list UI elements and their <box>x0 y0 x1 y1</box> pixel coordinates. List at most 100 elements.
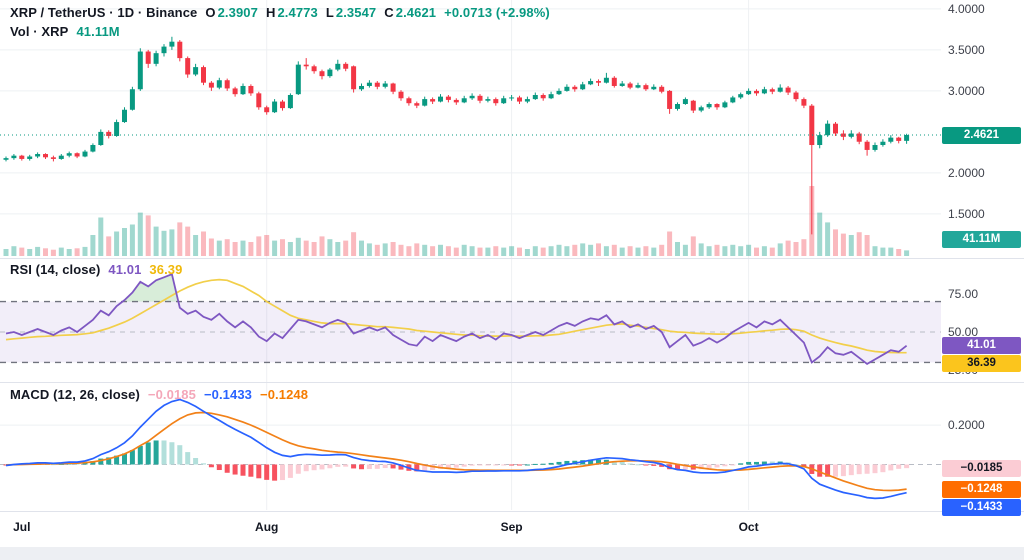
high-value: H 2.4773 <box>265 5 318 20</box>
volume-bar <box>675 242 680 256</box>
volume-bar <box>643 246 649 256</box>
volume-bar <box>445 246 451 256</box>
candle-body <box>785 87 791 93</box>
candle-body <box>730 97 736 103</box>
candle-body <box>517 97 522 102</box>
volume-bar <box>319 236 325 256</box>
volume-bar <box>19 247 25 256</box>
volume-bar <box>833 229 838 256</box>
macd-histogram-bar <box>98 458 104 465</box>
volume-bar <box>327 239 333 256</box>
macd-histogram-bar <box>153 440 159 465</box>
macd-histogram-bar <box>50 464 56 466</box>
macd-histogram-bar <box>596 459 601 465</box>
macd-histogram-bar <box>445 464 451 469</box>
macd-histogram-bar <box>145 442 151 465</box>
candle-body <box>153 53 159 64</box>
open-value: O 2.3907 <box>205 5 258 20</box>
price-axis-label: 2.0000 <box>948 165 985 180</box>
candle-body <box>280 101 285 109</box>
candle-body <box>343 63 349 69</box>
macd-histogram-bar <box>453 464 459 468</box>
time-scale[interactable]: Jul Aug Sep Oct <box>0 511 1024 547</box>
macd-histogram-bar <box>374 464 380 469</box>
volume-legend[interactable]: Vol · XRP 41.11M <box>10 24 120 39</box>
candle-body <box>201 67 206 83</box>
candle-body <box>351 66 357 90</box>
macd-histogram-bar <box>169 442 175 465</box>
candle-body <box>769 89 775 92</box>
time-axis-label-sep: Sep <box>500 520 523 534</box>
volume-bar <box>50 249 56 256</box>
volume-bar <box>35 246 41 256</box>
candle-body <box>564 86 570 91</box>
volume-bar <box>201 231 206 256</box>
low-value: L 2.3547 <box>325 5 377 20</box>
macd-histogram-bar <box>208 464 214 468</box>
volume-bar <box>295 237 301 256</box>
candle-body <box>50 157 56 159</box>
candle-body <box>390 83 396 92</box>
macd-histogram-bar <box>540 463 546 465</box>
volume-bar <box>335 242 341 256</box>
macd-histogram-bar <box>177 445 183 465</box>
macd-histogram-bar <box>201 463 206 465</box>
volume-bar <box>722 246 728 256</box>
volume-bar <box>145 215 151 256</box>
candle-body <box>904 135 910 141</box>
candle-body <box>477 95 483 101</box>
volume-bar <box>430 246 436 256</box>
macd-histogram-bar <box>82 462 88 465</box>
candle-body <box>833 123 838 134</box>
volume-bar <box>98 217 104 256</box>
candle-body <box>129 89 135 110</box>
candle-body <box>493 99 499 104</box>
volume-bar <box>114 231 120 256</box>
volume-bar <box>540 247 546 256</box>
volume-bar <box>864 235 870 256</box>
macd-histogram-bar <box>888 464 894 471</box>
volume-bar <box>667 231 673 256</box>
candle-body <box>651 86 657 90</box>
macd-histogram-bar <box>382 464 388 469</box>
volume-badge: 41.11M <box>942 231 1021 248</box>
macd-axis-label: 0.2000 <box>948 418 985 433</box>
macd-histogram-bar <box>651 464 657 466</box>
candle-body <box>295 64 301 95</box>
candle-body <box>90 145 96 152</box>
rsi-overbought-fill <box>122 274 179 302</box>
candle-body <box>588 81 594 85</box>
volume-bar <box>224 239 230 256</box>
candle-body <box>611 77 617 86</box>
candle-body <box>169 41 175 47</box>
candle-body <box>667 90 673 109</box>
volume-bar <box>659 244 665 256</box>
macd-legend[interactable]: MACD (12, 26, close) −0.0185 −0.1433 −0.… <box>10 387 308 402</box>
volume-bar <box>287 242 293 256</box>
candle-body <box>11 155 17 159</box>
candle-body <box>177 41 183 59</box>
volume-bar <box>856 232 862 256</box>
macd-histogram-bar <box>295 464 301 474</box>
candle-body <box>58 155 64 159</box>
candle-body <box>761 89 767 94</box>
candle-body <box>848 133 854 137</box>
volume-bar <box>517 247 522 256</box>
candle-body <box>485 99 491 101</box>
macd-histogram-bar <box>216 464 222 471</box>
macd-histogram-bar <box>359 464 364 470</box>
candle-body <box>335 63 341 70</box>
candle-body <box>501 98 507 104</box>
macd-histogram-bar <box>532 463 538 465</box>
macd-histogram-bar <box>438 464 443 469</box>
macd-histogram-bar <box>485 464 491 466</box>
candle-body <box>185 58 191 75</box>
candle-body <box>287 94 293 109</box>
volume-bar <box>11 246 17 256</box>
volume-bar <box>240 240 246 256</box>
macd-histogram-bar <box>327 464 333 469</box>
rsi-legend[interactable]: RSI (14, close) 41.01 36.39 <box>10 262 182 277</box>
volume-bar <box>177 222 183 256</box>
